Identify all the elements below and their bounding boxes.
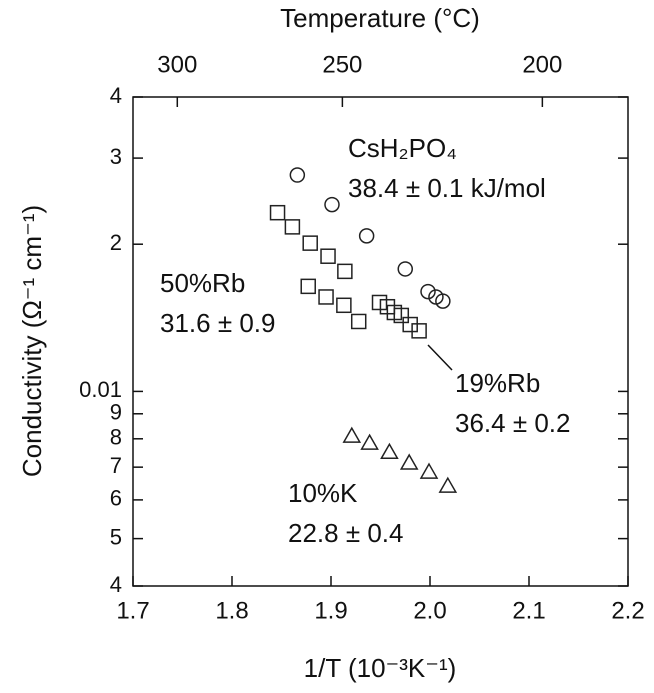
y-tick-label: 4 xyxy=(110,572,122,597)
data-point xyxy=(360,433,379,450)
data-point xyxy=(269,204,286,221)
data-point xyxy=(380,442,399,459)
series-label: 10%K xyxy=(288,478,358,508)
y-tick-label: 4 xyxy=(110,83,122,108)
y-tick-label: 3 xyxy=(110,144,122,169)
series-label: 19%Rb xyxy=(455,368,540,398)
data-point xyxy=(420,283,436,300)
data-point xyxy=(350,313,367,330)
x2-tick-label: 200 xyxy=(522,51,562,78)
x-axis-label: 1/T (10⁻³K⁻¹) xyxy=(304,653,457,683)
data-point xyxy=(438,476,458,493)
data-point xyxy=(302,235,318,251)
data-point xyxy=(324,196,340,213)
x-tick-label: 1.9 xyxy=(314,597,347,624)
y-tick-label: 7 xyxy=(110,453,122,478)
data-point xyxy=(318,289,334,305)
leader-line xyxy=(427,344,453,371)
data-point xyxy=(336,297,352,314)
y-tick-label: 9 xyxy=(110,400,122,425)
x-tick-label: 1.8 xyxy=(215,597,248,624)
x2-axis-label: Temperature (°C) xyxy=(280,3,480,33)
activation-energy: 31.6 ± 0.9 xyxy=(160,308,275,338)
x2-tick-label: 300 xyxy=(157,51,197,78)
data-point xyxy=(435,293,451,309)
data-point xyxy=(393,307,410,324)
data-point xyxy=(419,462,439,479)
y-tick-label: 0.01 xyxy=(79,377,122,402)
y-axis-label: Conductivity (Ω⁻¹ cm⁻¹) xyxy=(17,205,47,477)
data-point xyxy=(320,248,336,264)
data-point xyxy=(399,453,419,470)
x-tick-label: 2.1 xyxy=(512,597,545,624)
data-point xyxy=(337,263,353,280)
data-point xyxy=(371,294,388,311)
y-tick-label: 2 xyxy=(110,230,122,255)
x2-tick-label: 250 xyxy=(322,51,362,78)
activation-energy: 38.4 ± 0.1 kJ/mol xyxy=(348,173,546,203)
x-tick-label: 1.7 xyxy=(116,597,149,624)
plot-frame xyxy=(132,96,629,587)
data-point xyxy=(284,219,301,235)
series-label: CsH₂PO₄ xyxy=(348,133,457,163)
y-tick-label: 6 xyxy=(110,486,122,511)
activation-energy: 22.8 ± 0.4 xyxy=(288,518,403,548)
activation-energy: 36.4 ± 0.2 xyxy=(455,408,570,438)
y-tick-label: 8 xyxy=(110,425,122,450)
y-tick-label: 5 xyxy=(110,524,122,549)
data-point xyxy=(342,426,362,443)
x-tick-label: 2.0 xyxy=(413,597,446,624)
x-tick-label: 2.2 xyxy=(611,597,644,624)
series-label: 50%Rb xyxy=(160,268,245,298)
data-point xyxy=(397,261,413,277)
data-point xyxy=(411,323,427,339)
data-point xyxy=(300,278,316,295)
data-point xyxy=(289,167,306,183)
data-point xyxy=(358,228,375,244)
